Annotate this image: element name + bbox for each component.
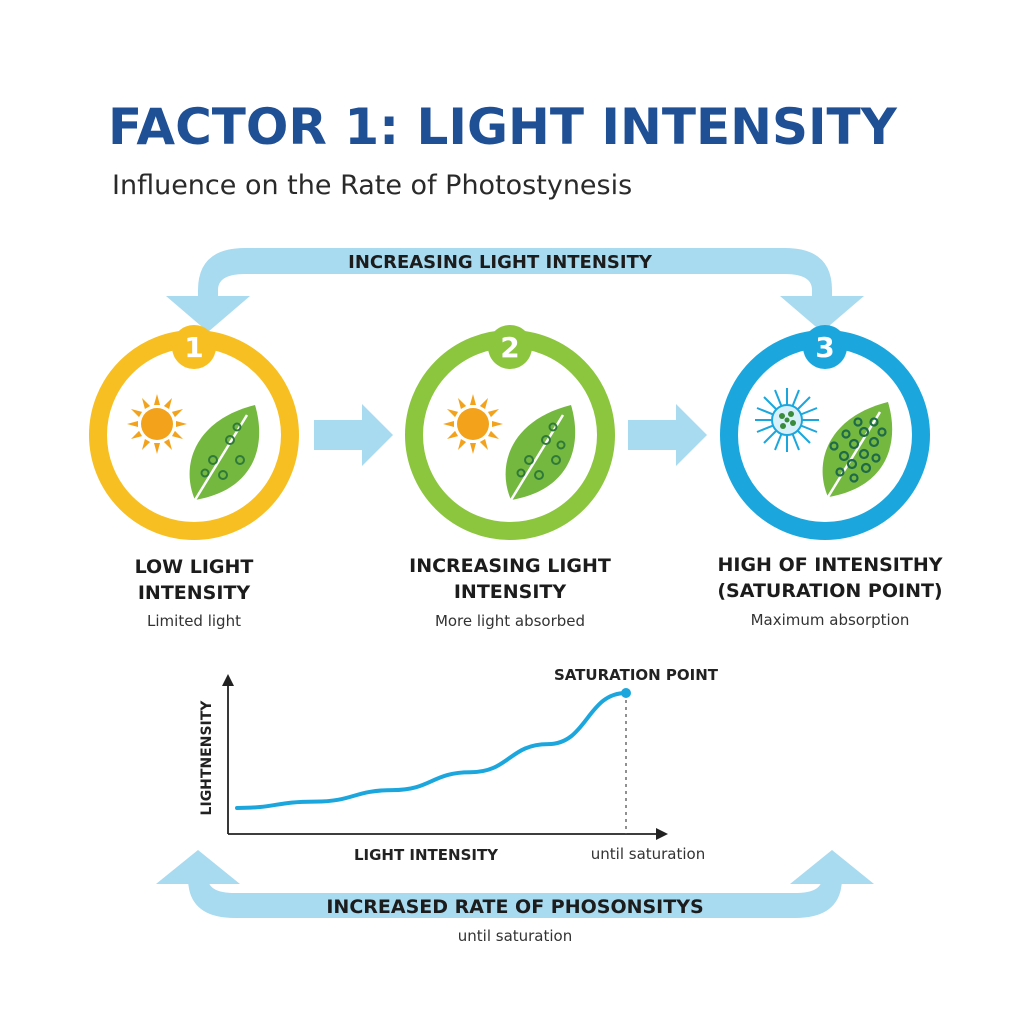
x-axis-arrowhead [656, 828, 668, 840]
stage-2-title-line2: INTENSITY [453, 581, 567, 603]
stage-3-title-line2: (SATURATION POINT) [717, 580, 943, 602]
bottom-cycle-arrow [156, 850, 874, 918]
sun-icon [443, 394, 503, 454]
stage-2-title: INCREASING LIGHT INTENSITY [380, 553, 640, 605]
chart-axis-annotation: until saturation [591, 845, 706, 863]
bottom-arrow-sublabel: until saturation [457, 927, 573, 945]
bottom-arrow-label: INCREASED RATE OF PHOSONSITYS [326, 896, 704, 918]
intense-sun-icon [755, 388, 819, 452]
stage-1-title: LOW LIGHT INTENSITY [84, 554, 304, 606]
connector-arrow-2 [628, 404, 707, 466]
top-arrow-label: INCREASING LIGHT INTENSITY [348, 252, 652, 273]
leaf-icon [822, 402, 893, 498]
stage-circle-2 [405, 325, 615, 540]
stage-circle-1 [89, 325, 299, 540]
leaf-icon [505, 405, 576, 501]
rate-chart: LIGHTNENSITY LIGHT INTENSITY until satur… [199, 666, 719, 864]
top-cycle-arrow [166, 248, 864, 332]
saturation-point-marker [621, 688, 631, 698]
page-title: FACTOR 1: LIGHT INTENSITY [108, 98, 897, 156]
page-subtitle: Influence on the Rate of Photostynesis [112, 170, 633, 201]
stage-1-title-line1: LOW LIGHT [134, 556, 254, 578]
stage-2-title-line1: INCREASING LIGHT [409, 555, 611, 577]
stage-3-title: HIGH OF INTENSITHY (SATURATION POINT) [700, 552, 960, 604]
stage-3-caption: Maximum absorption [750, 611, 910, 629]
y-axis-arrowhead [222, 674, 234, 686]
stage-number-3: 3 [815, 331, 834, 364]
stage-number-1: 1 [184, 331, 203, 364]
stage-2-caption: More light absorbed [434, 612, 586, 630]
connector-arrow-1 [314, 404, 393, 466]
stage-circle-3 [720, 325, 930, 540]
chart-y-label: LIGHTNENSITY [199, 700, 215, 816]
chart-series-line [235, 691, 628, 810]
stage-number-2: 2 [500, 331, 519, 364]
stage-1-title-line2: INTENSITY [137, 582, 251, 604]
stage-3-title-line1: HIGH OF INTENSITHY [717, 554, 943, 576]
leaf-icon [189, 405, 260, 501]
sun-icon [127, 394, 187, 454]
chart-x-label: LIGHT INTENSITY [354, 846, 499, 864]
saturation-point-label: SATURATION POINT [554, 666, 719, 684]
stage-1-caption: Limited light [147, 612, 241, 630]
